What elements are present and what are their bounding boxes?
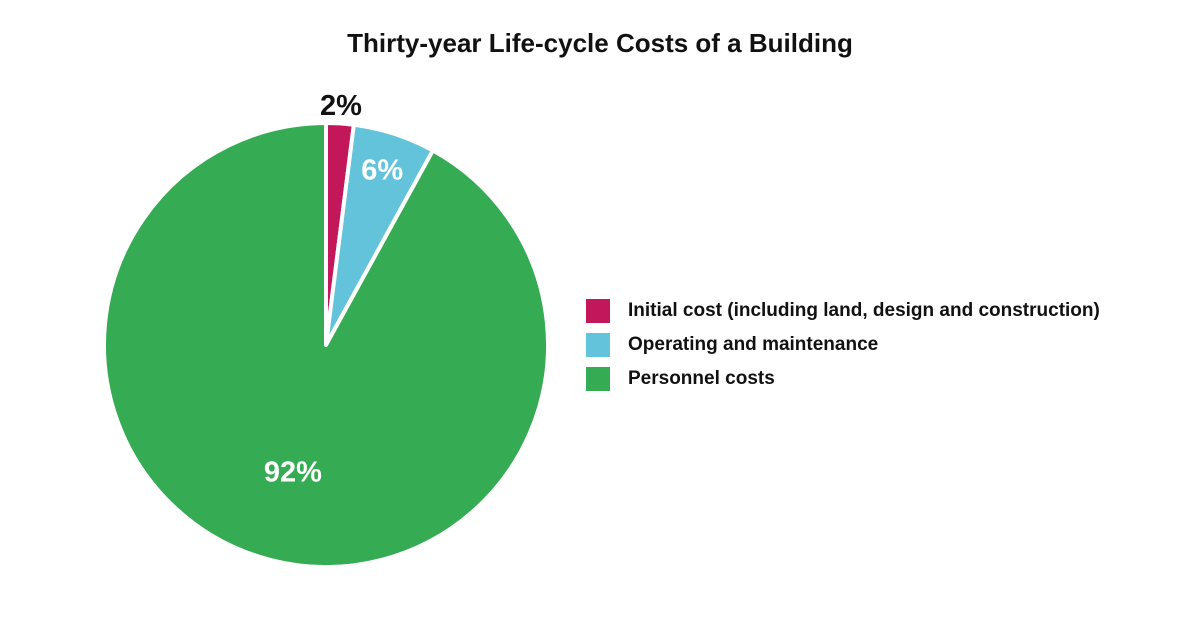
slice-label-initial-cost: 2% [320, 90, 362, 122]
chart-title: Thirty-year Life-cycle Costs of a Buildi… [347, 28, 853, 58]
slice-label-personnel-costs: 92% [264, 457, 322, 489]
slice-label-operating-and-maintenance: 6% [361, 155, 403, 187]
pie-slice-personnel-costs [102, 121, 550, 569]
legend-swatch-personnel-costs [586, 367, 610, 391]
legend-item-operating-maintenance: Operating and maintenance [586, 328, 1100, 362]
pie-chart: 2% 6% 92% [102, 90, 550, 569]
legend-item-initial-cost: Initial cost (including land, design and… [586, 294, 1100, 328]
legend-swatch-initial-cost [586, 299, 610, 323]
legend-item-personnel-costs: Personnel costs [586, 362, 1100, 396]
legend-label-initial-cost: Initial cost (including land, design and… [628, 300, 1100, 321]
legend-label-personnel-costs: Personnel costs [628, 368, 775, 389]
legend: Initial cost (including land, design and… [586, 294, 1100, 396]
legend-label-operating-maintenance: Operating and maintenance [628, 334, 879, 355]
legend-swatch-operating-maintenance [586, 333, 610, 357]
